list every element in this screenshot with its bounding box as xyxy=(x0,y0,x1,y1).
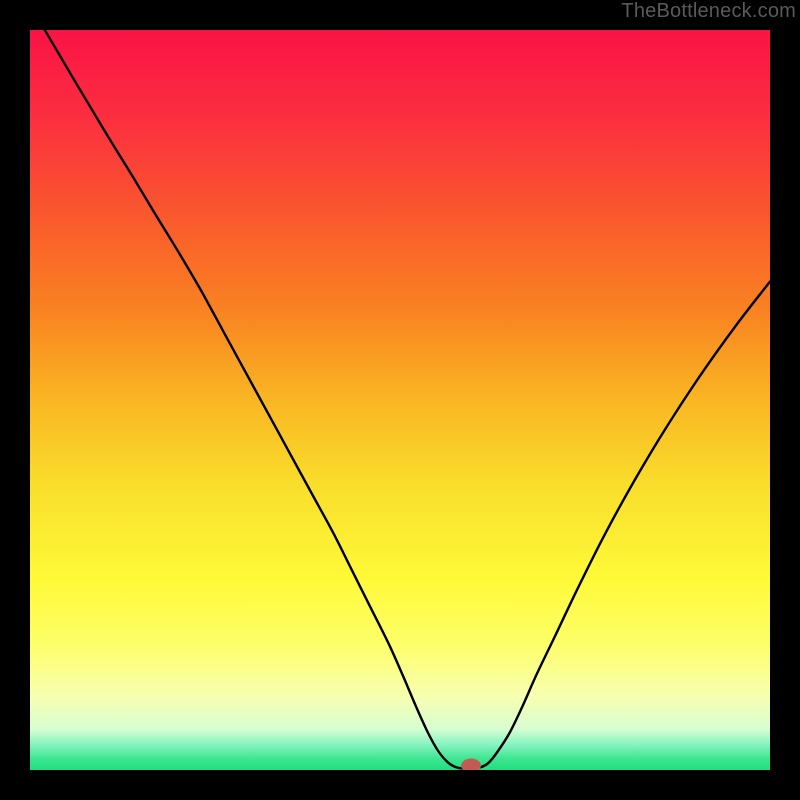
watermark-text: TheBottleneck.com xyxy=(621,0,796,23)
chart-plot-area xyxy=(30,30,770,770)
chart-svg xyxy=(30,30,770,770)
chart-outer-frame: TheBottleneck.com xyxy=(0,0,800,800)
chart-background xyxy=(30,30,770,770)
